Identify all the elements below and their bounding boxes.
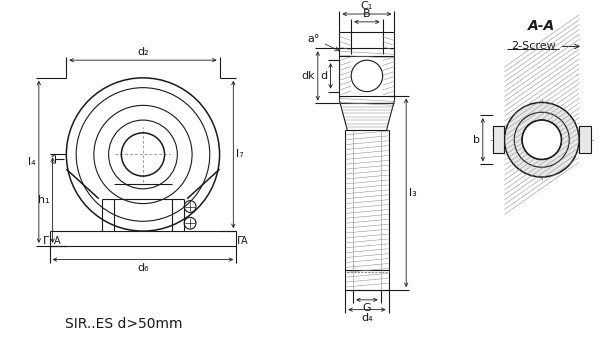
Polygon shape [492,126,505,154]
Text: C₁: C₁ [361,1,373,11]
Circle shape [522,120,561,160]
Text: h₁: h₁ [38,195,50,205]
Text: l₄: l₄ [28,157,36,167]
Circle shape [505,102,579,177]
Text: B: B [363,9,371,19]
Text: d₆: d₆ [137,263,149,273]
Circle shape [522,120,561,160]
Text: a°: a° [308,34,339,51]
Text: dk: dk [301,71,315,81]
Text: G: G [363,303,371,313]
Text: 2-Screw: 2-Screw [511,42,556,52]
Text: d: d [321,71,328,81]
Text: A: A [53,236,60,246]
Polygon shape [579,126,591,154]
Text: d₂: d₂ [137,47,149,57]
Text: Γ: Γ [237,236,244,246]
Text: A-A: A-A [528,19,556,33]
Text: l₃: l₃ [409,188,417,198]
Text: SIR..ES d>50mm: SIR..ES d>50mm [64,317,182,331]
Text: b: b [473,135,480,145]
Text: d₄: d₄ [361,312,373,322]
Text: Γ: Γ [42,236,49,246]
Text: A: A [241,236,248,246]
Text: l₇: l₇ [236,149,244,160]
